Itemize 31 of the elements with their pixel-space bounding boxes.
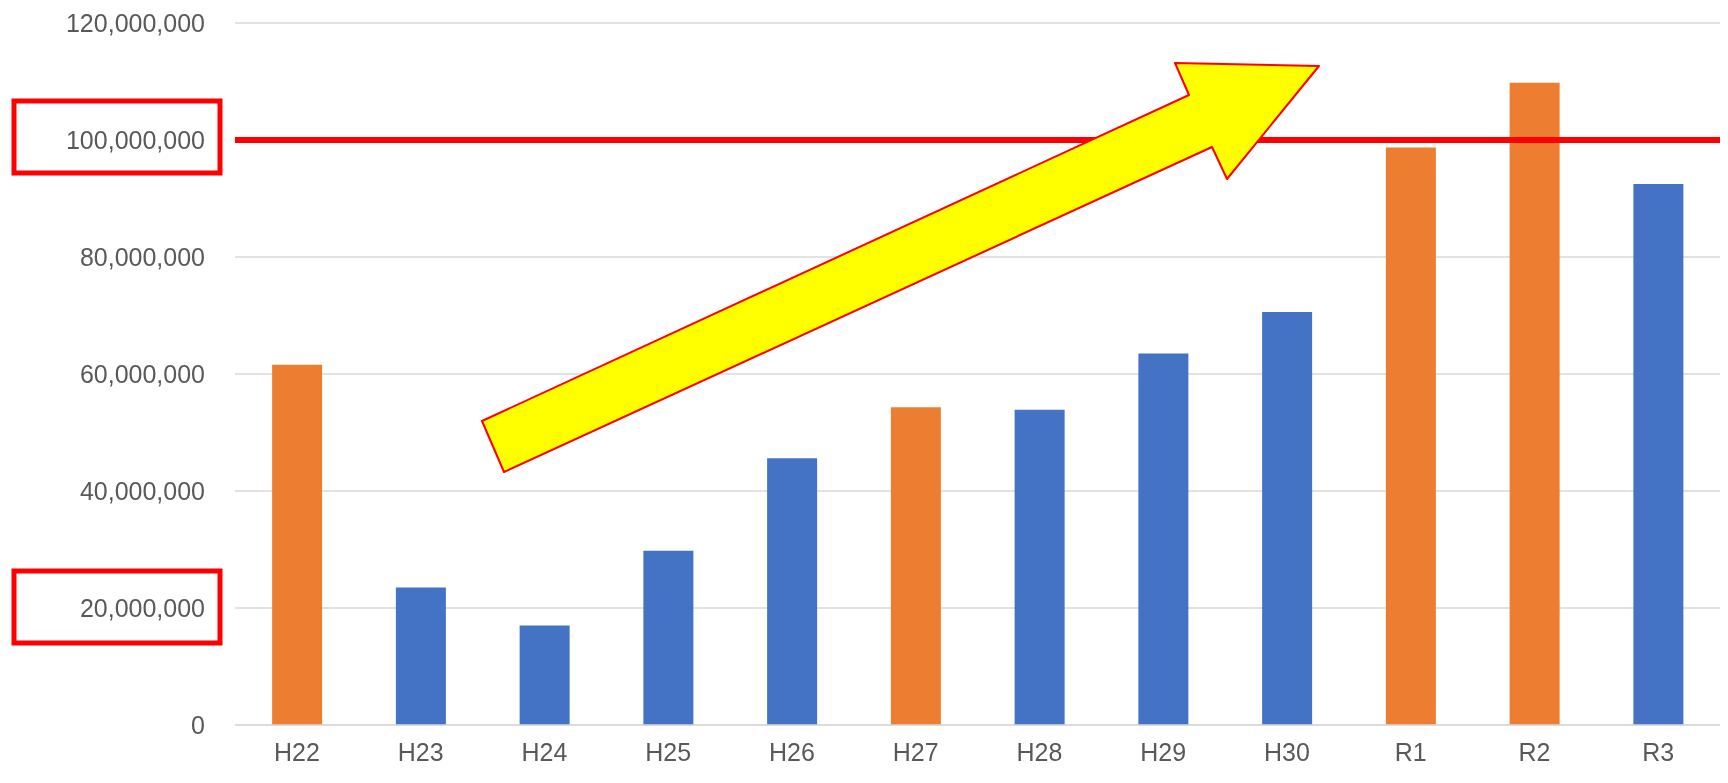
y-tick-label: 100,000,000: [65, 125, 205, 154]
x-tick-label: H28: [1016, 737, 1063, 766]
bar: [1509, 82, 1560, 725]
bar: [643, 550, 694, 725]
y-tick-label: 60,000,000: [79, 359, 205, 388]
bar: [1633, 183, 1684, 725]
x-tick-label: H30: [1263, 737, 1310, 766]
bar: [890, 407, 941, 725]
x-tick-label: H25: [645, 737, 692, 766]
bar: [272, 364, 323, 725]
y-tick-label: 120,000,000: [65, 8, 205, 37]
bar: [395, 587, 446, 725]
x-tick-label: R1: [1394, 737, 1427, 766]
x-tick-label: R3: [1642, 737, 1675, 766]
x-tick-label: H29: [1140, 737, 1187, 766]
x-tick-label: H22: [273, 737, 320, 766]
x-tick-label: H23: [397, 737, 444, 766]
x-tick-label: H27: [892, 737, 939, 766]
bar: [1014, 409, 1065, 725]
y-tick-label: 0: [191, 710, 205, 739]
bar: [519, 625, 570, 725]
bar: [1138, 353, 1189, 725]
x-tick-label: R2: [1518, 737, 1551, 766]
x-tick-label: H26: [768, 737, 815, 766]
y-tick-label: 40,000,000: [79, 476, 205, 505]
y-tick-label: 80,000,000: [79, 242, 205, 271]
bar: [1262, 311, 1313, 725]
bar: [767, 458, 818, 725]
x-tick-label: H24: [521, 737, 568, 766]
bar: [1385, 147, 1436, 725]
y-tick-label: 20,000,000: [79, 593, 205, 622]
